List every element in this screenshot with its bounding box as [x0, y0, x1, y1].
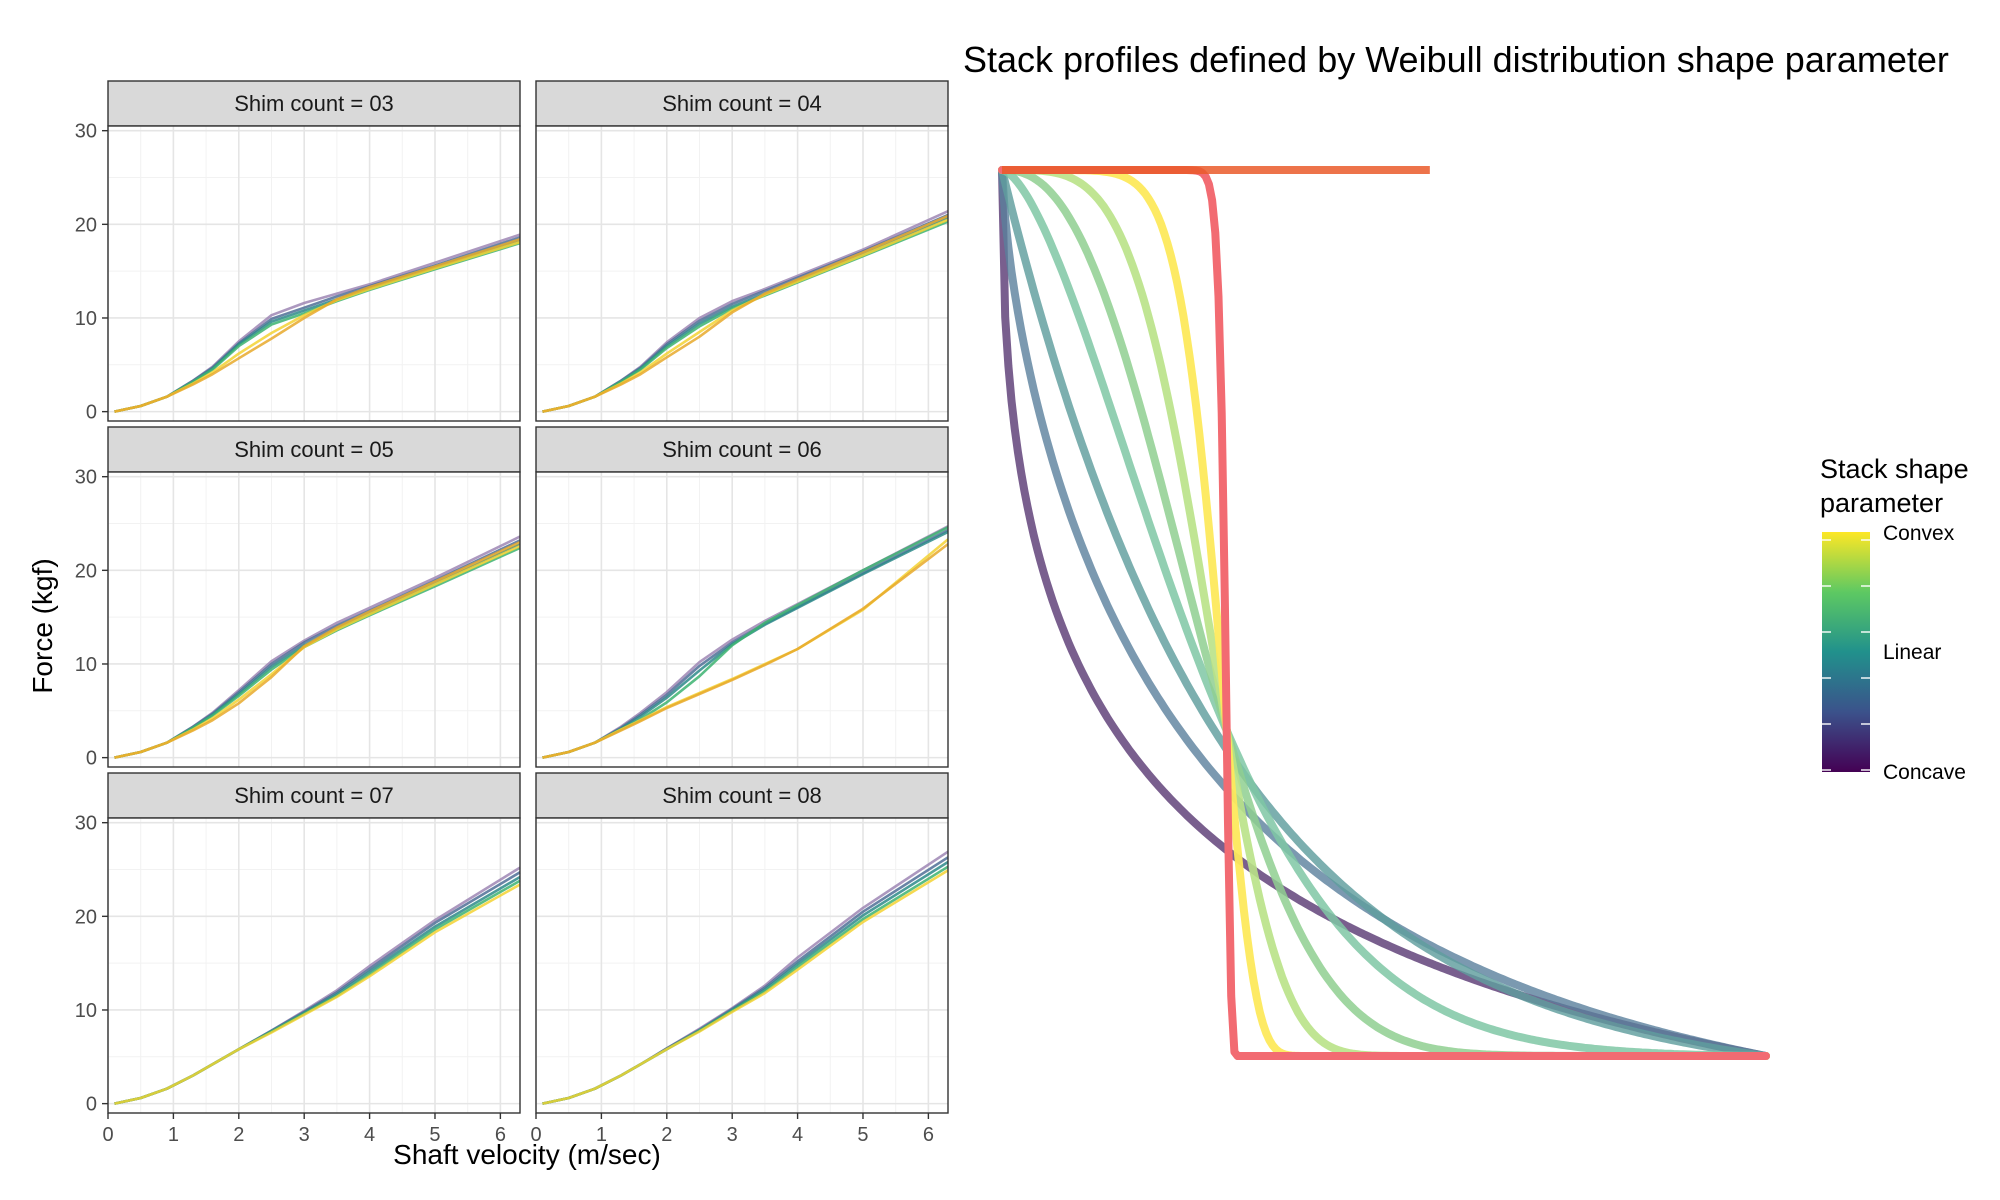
y-tick-label: 10 — [75, 308, 97, 330]
legend-label-linear: Linear — [1883, 641, 1941, 664]
facet-border — [535, 817, 949, 1114]
facet-strip — [107, 772, 521, 819]
facet-border — [535, 125, 949, 422]
x-tick-label: 4 — [364, 1124, 375, 1146]
series-line-6 — [114, 238, 521, 413]
x-tick-label: 3 — [299, 1124, 310, 1146]
stack-profile-panel — [998, 166, 1770, 1060]
y-tick-label: 30 — [75, 467, 97, 489]
y-tick-label: 20 — [75, 560, 97, 582]
facet-panel-04: Shim count = 04 — [535, 80, 949, 422]
series-line-5 — [114, 883, 521, 1105]
facet-strip-label: Shim count = 04 — [662, 91, 822, 116]
y-tick-label: 10 — [75, 1000, 97, 1022]
y-tick-label: 30 — [75, 813, 97, 835]
x-tick-label: 5 — [857, 1124, 868, 1146]
facet-panel-08: Shim count = 08 0 1 2 3 4 5 6 — [530, 772, 949, 1146]
facet-strip — [535, 426, 949, 473]
facet-panel-03: Shim count = 03 0 10 20 30 — [75, 80, 521, 424]
series-line-6 — [542, 214, 949, 413]
x-tick-label: 0 — [102, 1124, 113, 1146]
x-tick-label: 2 — [661, 1124, 672, 1146]
legend-label-concave: Concave — [1883, 761, 1966, 784]
series-line-5 — [542, 869, 949, 1105]
y-tick-label: 20 — [75, 214, 97, 236]
x-tick-label: 1 — [596, 1124, 607, 1146]
facet-border — [107, 125, 521, 422]
facet-strip-label: Shim count = 08 — [662, 783, 822, 808]
facet-strip — [107, 426, 521, 473]
x-tick-label: 5 — [429, 1124, 440, 1146]
x-tick-label: 6 — [923, 1124, 934, 1146]
legend-title-line2: parameter — [1820, 488, 1943, 518]
x-tick-label: 1 — [168, 1124, 179, 1146]
facet-strip — [535, 80, 949, 127]
facet-border — [535, 471, 949, 768]
profile-title: Stack profiles defined by Weibull distri… — [963, 39, 1949, 80]
facet-plot-area — [536, 126, 948, 421]
series-line-6 — [542, 543, 949, 759]
facet-panel-05: Shim count = 05 0 10 20 30 — [75, 426, 521, 770]
facet-plot-area — [108, 472, 520, 767]
legend: Stack shape parameter Convex Linear Conc… — [1820, 454, 1969, 784]
profile-curve-3 — [998, 166, 1770, 1060]
facet-strip-label: Shim count = 07 — [234, 783, 394, 808]
legend-colorbar-ticks — [1822, 539, 1870, 771]
facet-plot-area — [108, 818, 520, 1113]
y-axis-title: Force (kgf) — [27, 558, 58, 693]
legend-colorbar — [1822, 532, 1870, 772]
x-tick-label: 4 — [792, 1124, 803, 1146]
y-tick-label: 0 — [86, 402, 97, 424]
y-tick-label: 20 — [75, 906, 97, 928]
x-tick-label: 3 — [727, 1124, 738, 1146]
y-tick-label: 10 — [75, 654, 97, 676]
legend-label-convex: Convex — [1883, 522, 1955, 545]
facet-plot-area — [536, 472, 948, 767]
facet-strip-label: Shim count = 03 — [234, 91, 394, 116]
series-line-6 — [114, 541, 521, 759]
y-tick-label: 30 — [75, 121, 97, 143]
y-tick-label: 0 — [86, 748, 97, 770]
facet-strip — [107, 80, 521, 127]
facet-border — [107, 471, 521, 768]
x-axis-title: Shaft velocity (m/sec) — [393, 1139, 661, 1170]
x-tick-label: 0 — [530, 1124, 541, 1146]
facet-strip-label: Shim count = 06 — [662, 437, 822, 462]
legend-title-line1: Stack shape — [1820, 454, 1969, 484]
facet-panel-06: Shim count = 06 — [535, 426, 949, 768]
facet-plot-area — [536, 818, 948, 1113]
facet-strip-label: Shim count = 05 — [234, 437, 394, 462]
x-tick-label: 6 — [495, 1124, 506, 1146]
x-tick-label: 2 — [233, 1124, 244, 1146]
facet-strip — [535, 772, 949, 819]
facet-border — [107, 817, 521, 1114]
y-tick-label: 0 — [86, 1094, 97, 1116]
facet-plot-area — [108, 126, 520, 421]
facet-panel-07: Shim count = 07 0 10 20 30 0 1 2 3 4 5 6 — [75, 772, 521, 1146]
